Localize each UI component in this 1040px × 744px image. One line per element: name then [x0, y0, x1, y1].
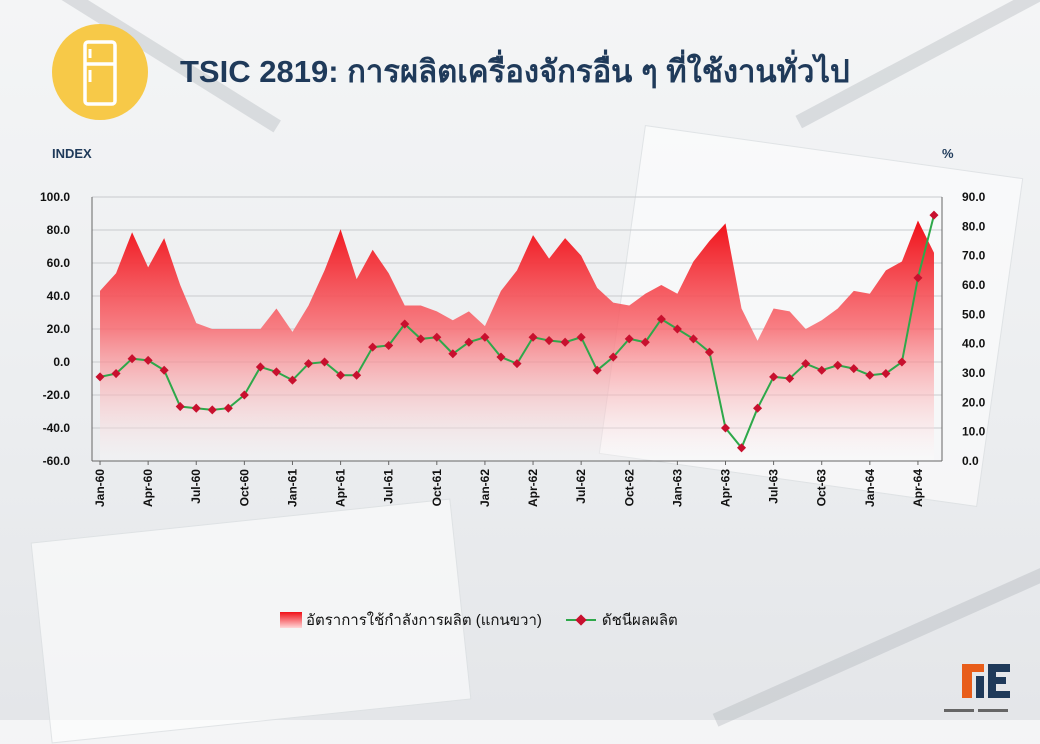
- index-marker: [737, 443, 747, 453]
- index-marker: [320, 357, 330, 367]
- legend-area-swatch: [280, 612, 302, 628]
- right-tick-label: 80.0: [962, 219, 986, 233]
- oie-logo: [962, 664, 1010, 698]
- x-tick-label: Jan-63: [670, 469, 684, 507]
- legend-item-capacity: อัตราการใช้กำลังการผลิต (แกนขวา): [280, 608, 542, 632]
- legend-line-swatch: [565, 614, 596, 626]
- x-tick-label: Oct-62: [622, 469, 636, 507]
- left-tick-label: 0.0: [53, 355, 70, 369]
- index-marker: [368, 342, 378, 352]
- x-tick-label: Jul-62: [574, 469, 588, 504]
- legend: อัตราการใช้กำลังการผลิต (แกนขวา) ดัชนีผล…: [280, 608, 702, 632]
- x-tick-label: Apr-62: [526, 469, 540, 507]
- index-marker: [271, 367, 281, 377]
- right-tick-label: 50.0: [962, 307, 986, 321]
- index-marker: [303, 359, 314, 369]
- index-marker: [897, 357, 907, 367]
- right-tick-label: 0.0: [962, 454, 979, 468]
- index-marker: [384, 340, 394, 351]
- x-tick-label: Jul-61: [382, 469, 396, 504]
- left-axis-unit: INDEX: [52, 146, 92, 161]
- page-title: TSIC 2819: การผลิตเครื่องจักรอื่น ๆ ที่ใ…: [180, 54, 850, 89]
- index-marker: [175, 402, 185, 412]
- x-tick-label: Jan-61: [285, 469, 299, 507]
- right-tick-label: 10.0: [962, 425, 986, 439]
- x-tick-label: Oct-60: [237, 469, 251, 507]
- legend-label-capacity: อัตราการใช้กำลังการผลิต (แกนขวา): [306, 612, 542, 629]
- tick-labels: 100.0 80.0 60.0 40.0 20.0 0.0 -20.0 -40.0 -60.0 9…: [40, 190, 986, 507]
- index-marker: [785, 373, 795, 384]
- legend-item-index: ดัชนีผลผลิต: [565, 608, 678, 632]
- left-tick-label: -40.0: [43, 421, 71, 435]
- index-marker: [592, 365, 602, 375]
- index-marker: [223, 403, 233, 413]
- left-tick-label: 40.0: [47, 289, 71, 303]
- chart: 100.0 80.0 60.0 40.0 20.0 0.0 -20.0 -40.0 -60.0 9…: [40, 190, 986, 507]
- index-marker: [448, 349, 458, 359]
- right-tick-label: 30.0: [962, 366, 986, 380]
- legend-label-index: ดัชนีผลผลิต: [601, 612, 678, 629]
- left-tick-label: -60.0: [43, 454, 71, 468]
- right-tick-label: 70.0: [962, 249, 986, 263]
- x-tick-label: Jan-62: [478, 469, 492, 507]
- index-marker: [191, 403, 201, 413]
- index-marker: [720, 423, 731, 433]
- right-tick-label: 40.0: [962, 337, 986, 351]
- x-tick-label: Apr-63: [718, 469, 732, 507]
- right-tick-label: 60.0: [962, 278, 986, 292]
- index-marker: [929, 210, 939, 220]
- index-marker: [656, 314, 666, 324]
- x-tick-label: Oct-61: [430, 469, 444, 507]
- capacity-area: [100, 220, 934, 461]
- index-marker: [143, 355, 153, 365]
- refrigerator-icon: [52, 24, 148, 120]
- left-tick-label: 60.0: [47, 256, 71, 270]
- right-tick-label: 20.0: [962, 395, 986, 409]
- left-tick-label: -20.0: [43, 388, 71, 402]
- x-tick-label: Apr-61: [334, 469, 348, 507]
- index-marker: [416, 334, 426, 344]
- x-tick-label: Jan-60: [93, 469, 107, 507]
- x-tick-label: Apr-64: [911, 469, 925, 507]
- x-tick-label: Jul-60: [189, 469, 203, 504]
- left-tick-label: 100.0: [40, 190, 70, 204]
- capacity-area-series: [100, 220, 934, 461]
- index-marker: [287, 375, 297, 385]
- left-tick-label: 80.0: [47, 223, 71, 237]
- axes: [91, 197, 943, 462]
- x-tick-label: Jul-63: [767, 469, 781, 504]
- x-tick-label: Oct-63: [815, 469, 829, 507]
- logo-caption-graphic: [944, 702, 1020, 713]
- index-marker: [432, 332, 442, 342]
- right-axis-unit: %: [942, 146, 954, 161]
- left-tick-label: 20.0: [47, 322, 71, 336]
- index-marker: [480, 332, 490, 342]
- x-tick-label: Jan-64: [863, 469, 877, 507]
- right-tick-label: 90.0: [962, 190, 986, 204]
- x-tick-label: Apr-60: [141, 469, 155, 507]
- index-marker: [111, 369, 121, 379]
